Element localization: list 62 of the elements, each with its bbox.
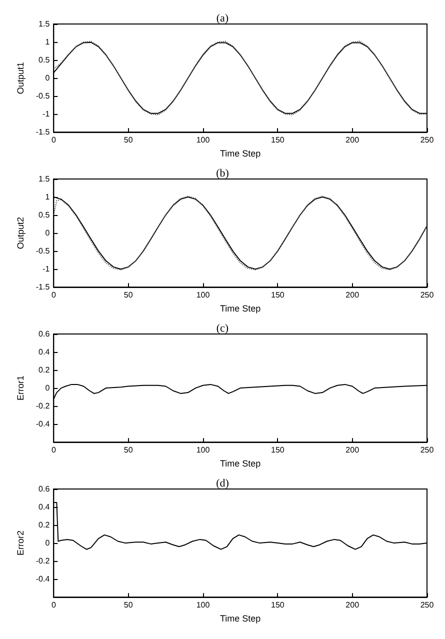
- x-tick-label: 200: [346, 600, 360, 610]
- x-tick-label: 0: [51, 600, 56, 610]
- x-tick-label: 150: [270, 446, 285, 455]
- y-tick-label: 0.5: [38, 56, 50, 65]
- y-tick-label: 0: [45, 384, 50, 393]
- y-tick-label: -0.5: [36, 92, 50, 101]
- y-tick-label: 0: [45, 74, 50, 83]
- y-tick-label: 1: [45, 38, 50, 47]
- x-axis-title: Time Step: [220, 304, 261, 314]
- y-tick-label: 1: [45, 192, 50, 202]
- y-tick-label: 0.6: [38, 330, 50, 338]
- x-tick-label: 250: [420, 290, 434, 300]
- y-tick-label: -1.5: [36, 128, 50, 137]
- y-axis-title: Error2: [16, 530, 26, 556]
- x-tick-label: 100: [196, 290, 210, 300]
- chart-title: (b): [216, 168, 230, 180]
- x-tick-label: 50: [124, 290, 134, 300]
- x-tick-label: 250: [420, 600, 434, 610]
- y-tick-label: -0.2: [36, 402, 50, 411]
- chart-title: (c): [216, 322, 229, 334]
- x-tick-label: 200: [346, 446, 360, 455]
- y-tick-label: 0.5: [38, 210, 50, 220]
- x-tick-label: 200: [346, 136, 360, 145]
- x-tick-label: 150: [270, 136, 285, 145]
- y-tick-label: -1: [42, 264, 50, 274]
- x-tick-label: 100: [196, 136, 210, 145]
- x-axis-title: Time Step: [220, 458, 261, 468]
- x-tick-label: 250: [420, 446, 434, 455]
- y-tick-label: 0: [45, 538, 50, 548]
- x-tick-label: 0: [51, 136, 56, 145]
- y-tick-label: 0.4: [38, 348, 50, 357]
- y-tick-label: -0.5: [36, 246, 50, 256]
- y-tick-label: -0.4: [36, 574, 50, 584]
- x-tick-label: 50: [124, 136, 134, 145]
- y-tick-label: 0.2: [38, 366, 50, 375]
- y-tick-label: 1.5: [38, 174, 50, 184]
- x-tick-label: 100: [196, 446, 210, 455]
- x-axis-title: Time Step: [220, 614, 261, 624]
- x-tick-label: 250: [420, 136, 434, 145]
- x-tick-label: 50: [124, 446, 134, 455]
- x-tick-label: 100: [196, 600, 210, 610]
- y-tick-label: -0.2: [36, 556, 50, 566]
- x-tick-label: 150: [270, 600, 285, 610]
- x-tick-label: 0: [51, 446, 56, 455]
- y-axis-title: Output1: [16, 62, 26, 94]
- y-tick-label: -1: [42, 110, 50, 119]
- chart-title: (a): [216, 12, 229, 24]
- x-tick-label: 0: [51, 290, 56, 300]
- x-axis-title: Time Step: [220, 148, 261, 158]
- y-tick-label: 0.4: [38, 502, 50, 512]
- x-tick-label: 200: [346, 290, 360, 300]
- y-tick-label: -0.4: [36, 420, 50, 429]
- y-tick-label: 1.5: [38, 20, 50, 28]
- y-axis-title: Error1: [16, 376, 26, 401]
- x-tick-label: 150: [270, 290, 285, 300]
- y-axis-title: Output2: [16, 217, 26, 250]
- chart-title: (d): [216, 478, 230, 490]
- y-tick-label: 0.6: [38, 484, 50, 494]
- y-tick-label: -1.5: [36, 282, 50, 292]
- y-tick-label: 0: [45, 228, 50, 238]
- y-tick-label: 0.2: [38, 520, 50, 530]
- x-tick-label: 50: [124, 600, 134, 610]
